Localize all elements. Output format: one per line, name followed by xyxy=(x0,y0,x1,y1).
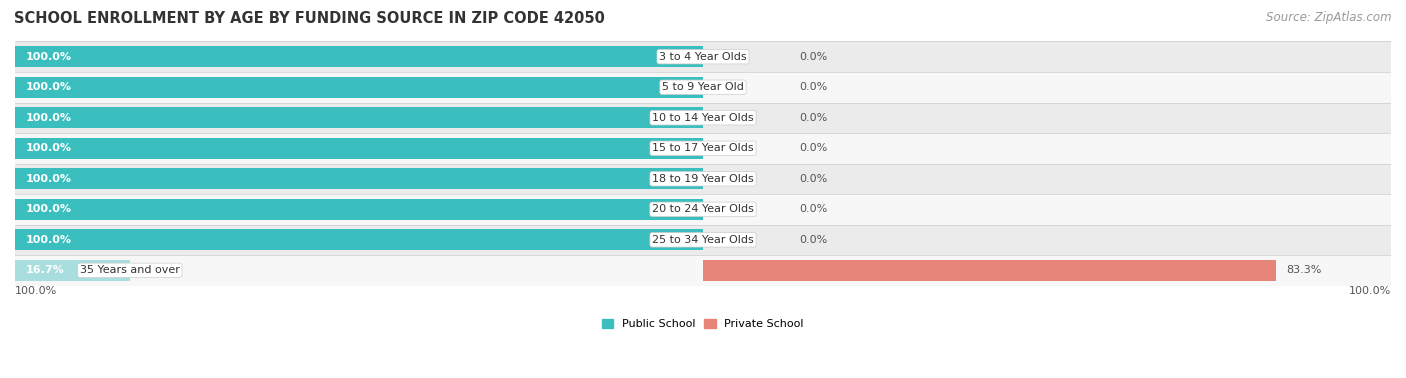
Text: 0.0%: 0.0% xyxy=(800,174,828,184)
Text: 83.3%: 83.3% xyxy=(1286,265,1322,275)
Text: 20 to 24 Year Olds: 20 to 24 Year Olds xyxy=(652,204,754,214)
Bar xyxy=(15,102,1391,133)
Text: 0.0%: 0.0% xyxy=(800,113,828,123)
Bar xyxy=(15,255,1391,286)
Bar xyxy=(15,199,703,220)
Text: 16.7%: 16.7% xyxy=(25,265,65,275)
Text: Source: ZipAtlas.com: Source: ZipAtlas.com xyxy=(1267,11,1392,24)
Text: 35 Years and over: 35 Years and over xyxy=(80,265,180,275)
Text: 100.0%: 100.0% xyxy=(25,143,72,153)
Bar xyxy=(15,133,1391,164)
Text: 0.0%: 0.0% xyxy=(800,204,828,214)
Bar xyxy=(15,164,1391,194)
Legend: Public School, Private School: Public School, Private School xyxy=(598,314,808,334)
Bar xyxy=(15,72,1391,102)
Bar xyxy=(15,169,703,189)
Bar xyxy=(15,107,703,128)
Text: 100.0%: 100.0% xyxy=(25,235,72,245)
Bar xyxy=(15,194,1391,225)
Bar xyxy=(15,46,703,67)
Bar xyxy=(703,260,1277,281)
Bar xyxy=(15,77,703,98)
Bar xyxy=(15,260,129,281)
Text: SCHOOL ENROLLMENT BY AGE BY FUNDING SOURCE IN ZIP CODE 42050: SCHOOL ENROLLMENT BY AGE BY FUNDING SOUR… xyxy=(14,11,605,26)
Bar xyxy=(15,42,1391,72)
Text: 100.0%: 100.0% xyxy=(25,113,72,123)
Bar xyxy=(15,225,1391,255)
Text: 100.0%: 100.0% xyxy=(25,174,72,184)
Text: 25 to 34 Year Olds: 25 to 34 Year Olds xyxy=(652,235,754,245)
Text: 10 to 14 Year Olds: 10 to 14 Year Olds xyxy=(652,113,754,123)
Text: 5 to 9 Year Old: 5 to 9 Year Old xyxy=(662,82,744,92)
Text: 15 to 17 Year Olds: 15 to 17 Year Olds xyxy=(652,143,754,153)
Text: 100.0%: 100.0% xyxy=(15,286,58,296)
Bar xyxy=(15,229,703,250)
Text: 18 to 19 Year Olds: 18 to 19 Year Olds xyxy=(652,174,754,184)
Text: 0.0%: 0.0% xyxy=(800,82,828,92)
Text: 100.0%: 100.0% xyxy=(25,204,72,214)
Text: 100.0%: 100.0% xyxy=(25,82,72,92)
Text: 0.0%: 0.0% xyxy=(800,143,828,153)
Text: 0.0%: 0.0% xyxy=(800,235,828,245)
Text: 0.0%: 0.0% xyxy=(800,52,828,62)
Text: 3 to 4 Year Olds: 3 to 4 Year Olds xyxy=(659,52,747,62)
Bar xyxy=(15,138,703,159)
Text: 100.0%: 100.0% xyxy=(1348,286,1391,296)
Text: 100.0%: 100.0% xyxy=(25,52,72,62)
